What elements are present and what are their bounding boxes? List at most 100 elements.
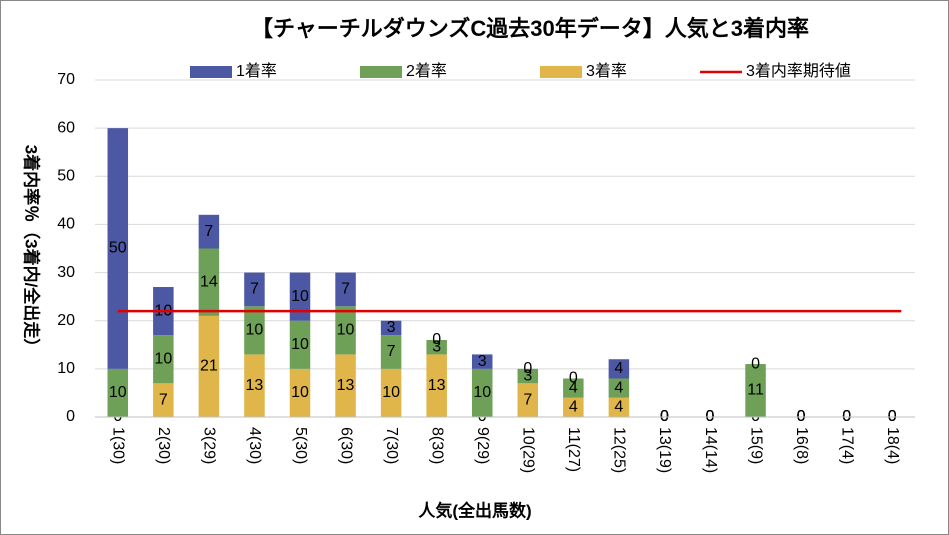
data-label: 50: [109, 240, 127, 257]
bar-segment: [244, 354, 265, 417]
bar-segment: [244, 306, 265, 355]
bar-segment: [563, 378, 584, 398]
y-tick-label: 30: [57, 264, 75, 281]
bar-segment: [107, 368, 129, 417]
data-label: 14: [200, 273, 218, 290]
bar-segment: [608, 359, 630, 379]
bar-segment: [517, 383, 539, 417]
bar-segment: [426, 339, 447, 355]
y-tick-label: 70: [57, 71, 75, 88]
legend-swatch: [360, 66, 402, 78]
data-label: 10: [291, 336, 309, 353]
legend-label: 1着率: [236, 62, 277, 80]
x-tick-label: 6(30): [337, 427, 354, 464]
data-label: 7: [387, 343, 396, 360]
data-label: 7: [250, 281, 259, 298]
x-tick-label: 14(14): [702, 427, 719, 473]
data-label: 10: [154, 350, 172, 367]
data-label: 10: [246, 322, 264, 339]
bar-segment: [244, 272, 265, 307]
y-axis-title: 3着内率％（3着内/全出走）: [22, 145, 42, 356]
legend-swatch: [190, 66, 232, 78]
legend-swatch: [540, 66, 582, 78]
bar-segment: [380, 335, 402, 369]
data-label: 4: [569, 379, 578, 396]
data-label: 0: [523, 360, 532, 377]
bar-segment: [380, 368, 402, 417]
data-label: 10: [337, 322, 355, 339]
data-label: 7: [159, 391, 168, 408]
data-label: 10: [291, 384, 309, 401]
x-tick-label: 11(27): [565, 427, 582, 472]
y-tick-label: 40: [57, 216, 75, 233]
bar-segment: [107, 128, 129, 369]
data-label: 10: [291, 288, 309, 305]
x-tick-label: 7(30): [383, 427, 400, 464]
data-label: 7: [204, 223, 213, 240]
data-label: 3: [478, 353, 487, 370]
data-label: 13: [337, 377, 355, 394]
bar-segment: [471, 368, 493, 417]
data-label: 4: [614, 379, 623, 396]
data-label: 10: [473, 384, 491, 401]
bar-segment: [608, 378, 630, 398]
x-tick-label: 10(29): [520, 427, 537, 473]
data-label: 10: [382, 384, 400, 401]
bar-segment: [426, 354, 447, 417]
data-label: 0: [569, 370, 578, 387]
x-tick-label: 9(29): [474, 427, 491, 464]
data-label: 4: [614, 399, 623, 416]
bar-segment: [563, 397, 584, 417]
x-axis-title: 人気(全出馬数): [418, 500, 531, 520]
data-label: 0: [751, 355, 760, 372]
x-tick-label: 17(4): [838, 427, 855, 464]
data-label: 10: [109, 384, 127, 401]
y-tick-label: 50: [57, 168, 75, 185]
bar-segment: [517, 368, 539, 384]
data-label: 3: [523, 367, 532, 384]
legend-label: 3着内率期待値: [746, 62, 851, 80]
x-tick-label: 2(30): [155, 427, 172, 464]
data-label: 11: [747, 382, 764, 399]
bar-segment: [153, 335, 174, 384]
data-label: 4: [614, 360, 623, 377]
bar-segment: [380, 320, 402, 336]
bar-segment: [335, 272, 356, 307]
y-tick-label: 10: [57, 360, 75, 377]
x-tick-label: 15(9): [747, 427, 764, 464]
data-label: 21: [200, 358, 218, 375]
bar-segment: [153, 383, 174, 417]
data-label: 4: [569, 399, 578, 416]
data-label: 3: [432, 338, 441, 355]
x-tick-label: 5(30): [292, 427, 309, 464]
bar-segment: [335, 354, 356, 417]
bar-segment: [608, 397, 630, 417]
data-label: 7: [523, 391, 532, 408]
bar-segment: [198, 214, 220, 249]
bar-segment: [471, 354, 493, 369]
y-tick-label: 0: [66, 408, 75, 425]
bar-segment: [198, 248, 220, 316]
x-tick-label: 3(29): [201, 427, 218, 464]
y-tick-label: 60: [57, 119, 75, 136]
data-label: 7: [341, 281, 350, 298]
data-label: 13: [246, 377, 264, 394]
x-tick-label: 16(8): [793, 427, 810, 464]
data-label: 3: [387, 319, 396, 336]
x-tick-label: 13(19): [656, 427, 673, 473]
x-tick-label: 4(30): [246, 427, 263, 464]
legend-label: 2着率: [406, 62, 447, 80]
x-tick-label: 18(4): [884, 427, 901, 464]
bar-segment: [289, 368, 311, 417]
chart-title: 【チャーチルダウンズC過去30年データ】人気と3着内率: [251, 16, 809, 41]
x-tick-label: 12(25): [611, 427, 628, 473]
data-label: 0: [432, 331, 441, 348]
bar-segment: [289, 320, 311, 369]
bar-segment: [335, 306, 356, 355]
x-tick-label: 8(30): [428, 427, 445, 464]
y-tick-label: 20: [57, 312, 75, 329]
legend-label: 3着率: [586, 62, 627, 80]
bar-segment: [198, 315, 220, 417]
